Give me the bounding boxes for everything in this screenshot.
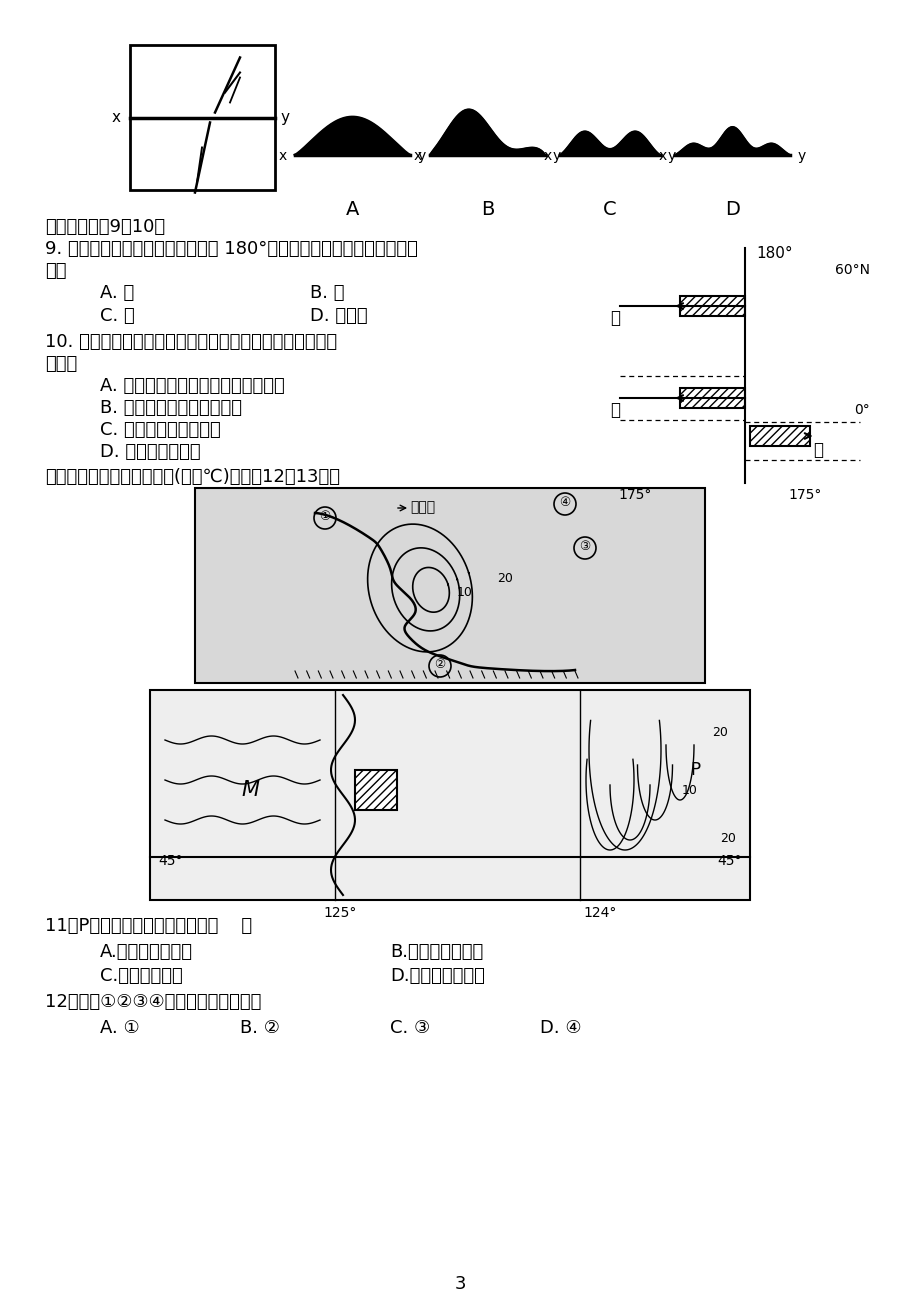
Text: D.人类活动的影响: D.人类活动的影响 [390,967,484,985]
Text: B. 甲、乙、丙的比例尺相同: B. 甲、乙、丙的比例尺相同 [100,399,242,417]
Text: 丙: 丙 [812,440,823,459]
Text: 0°: 0° [854,403,869,417]
Bar [680,295,744,316]
Text: x: x [278,149,287,163]
Text: 12、图中①②③④处适合建港的地方是: 12、图中①②③④处适合建港的地方是 [45,993,261,1012]
Text: C. 丙: C. 丙 [100,307,134,325]
Text: 读右图，完成9－10题: 读右图，完成9－10题 [45,218,165,237]
Text: x: x [111,110,120,125]
Text: A. ①: A. ① [100,1019,140,1036]
Bar [750,426,810,446]
Text: 20: 20 [720,831,735,844]
Text: 20: 20 [496,571,513,584]
Text: 60°N: 60°N [834,263,869,277]
Text: C. ③: C. ③ [390,1019,430,1036]
Text: A.此处为盆地地形: A.此处为盆地地形 [100,942,193,961]
Text: ②: ② [434,657,445,670]
Text: B: B [481,200,494,220]
Text: 180°: 180° [755,246,792,261]
Text: 124°: 124° [583,906,616,920]
Text: 确的是: 确的是 [45,356,77,372]
Bar [150,690,749,901]
Text: B. 乙: B. 乙 [310,284,344,302]
Text: x: x [658,149,666,163]
Polygon shape [675,127,789,156]
Text: A. 甲: A. 甲 [100,284,134,302]
Text: 3: 3 [454,1276,465,1293]
Text: ④: ④ [559,495,570,508]
Text: 45°: 45° [717,853,742,868]
Text: A. 甲的比例尺最小，丙的比例尺最大: A. 甲的比例尺最小，丙的比例尺最大 [100,376,285,395]
Text: 下图是某地区等温线示意图(单位℃)，完成12－13题。: 下图是某地区等温线示意图(单位℃)，完成12－13题。 [45,468,340,486]
Text: D: D [724,200,739,220]
Text: y: y [552,149,561,163]
Text: B. ②: B. ② [240,1019,279,1036]
Text: 11、P处气温异常的主要原因是（    ）: 11、P处气温异常的主要原因是（ ） [45,918,252,935]
Text: 10. 有关甲、乙、丙附近三个阴影区域比例尺大小叙述，正: 10. 有关甲、乙、丙附近三个阴影区域比例尺大小叙述，正 [45,333,336,352]
Text: D. 乙的比例尺最小: D. 乙的比例尺最小 [100,443,200,461]
Bar [355,770,397,810]
Text: D. 乙和丙: D. 乙和丙 [310,307,368,325]
Text: A: A [346,200,358,220]
Text: D. ④: D. ④ [539,1019,581,1036]
Polygon shape [560,132,659,156]
Text: 20: 20 [711,725,727,738]
Text: 175°: 175° [788,488,822,502]
Text: C. 甲大于乙，乙大于丙: C. 甲大于乙，乙大于丙 [100,421,221,439]
Text: x: x [543,149,551,163]
Text: C: C [603,200,616,220]
Text: C.受洋流的影响: C.受洋流的影响 [100,967,183,985]
Bar [130,44,275,190]
Text: 45°: 45° [158,853,182,868]
Text: 10: 10 [457,587,472,600]
Text: M: M [241,780,259,800]
Text: 的是: 的是 [45,261,66,280]
Bar [680,388,744,408]
Text: B.此处为山地地形: B.此处为山地地形 [390,942,482,961]
Text: y: y [417,149,425,163]
Polygon shape [295,118,410,156]
Text: 海岸线: 海岸线 [410,501,435,514]
Text: 10: 10 [681,783,698,796]
Text: 9. 甲、乙、丙三艘船同时出发驶向 180°经线，而且同时到达，速度最快: 9. 甲、乙、丙三艘船同时出发驶向 180°经线，而且同时到达，速度最快 [45,240,417,257]
Text: 175°: 175° [618,488,651,502]
Polygon shape [429,110,544,156]
Text: 125°: 125° [323,906,357,920]
Text: y: y [280,110,289,125]
Bar [195,488,704,684]
Text: ①: ① [319,510,330,523]
Text: ③: ③ [579,540,590,553]
Text: y: y [797,149,805,163]
Text: y: y [667,149,675,163]
Text: 乙: 乙 [609,401,619,420]
Text: 甲: 甲 [609,308,619,327]
Text: P: P [689,761,699,779]
Text: x: x [414,149,422,163]
